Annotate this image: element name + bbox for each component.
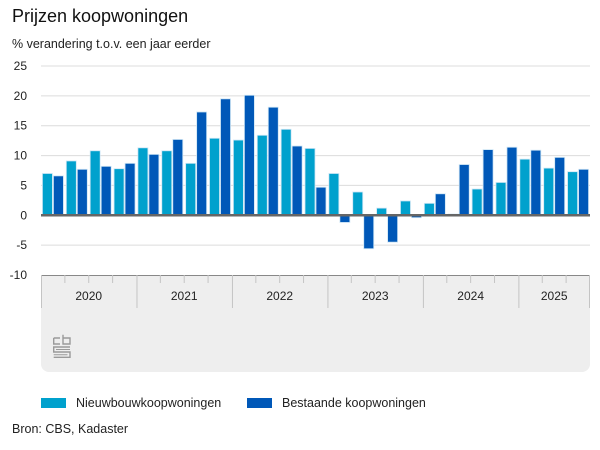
bar-bestaande xyxy=(291,145,303,216)
year-label: 2023 xyxy=(362,289,389,303)
y-tick-label: 5 xyxy=(20,178,27,192)
y-tick-label: 0 xyxy=(20,208,27,222)
bar-nieuwbouw xyxy=(232,139,244,216)
bar-bestaande xyxy=(220,98,231,216)
bar-bestaande xyxy=(315,186,327,216)
legend-item-nieuwbouw: Nieuwbouwkoopwoningen xyxy=(41,396,221,410)
chart-subtitle: % verandering t.o.v. een jaar eerder xyxy=(12,37,211,51)
y-tick-label: 25 xyxy=(14,59,28,73)
year-label: 2021 xyxy=(171,289,198,303)
x-axis-panel xyxy=(41,275,590,372)
bar-nieuwbouw xyxy=(304,148,316,216)
bar-nieuwbouw xyxy=(519,158,531,216)
bar-bestaande xyxy=(554,156,566,216)
bar-nieuwbouw xyxy=(185,162,197,216)
bar-nieuwbouw xyxy=(495,182,507,216)
bar-nieuwbouw xyxy=(42,173,53,216)
bar-bestaande xyxy=(578,168,589,216)
bar-bestaande xyxy=(148,153,160,216)
year-label: 2024 xyxy=(457,289,484,303)
y-tick-label: 10 xyxy=(14,149,28,163)
year-label: 2022 xyxy=(266,289,293,303)
legend-item-bestaande: Bestaande koopwoningen xyxy=(247,396,426,410)
bar-bestaande xyxy=(363,214,375,250)
bar-nieuwbouw xyxy=(89,150,101,216)
y-tick-label: 20 xyxy=(14,89,28,103)
bar-nieuwbouw xyxy=(400,200,411,216)
cbs-logo-icon xyxy=(53,334,71,358)
bar-bestaande xyxy=(172,139,184,216)
bar-nieuwbouw xyxy=(256,134,268,216)
year-label: 2020 xyxy=(75,289,102,303)
bars xyxy=(42,94,589,250)
bar-bestaande xyxy=(482,149,494,216)
bar-nieuwbouw xyxy=(161,150,173,216)
bar-bestaande xyxy=(530,149,542,216)
bar-nieuwbouw xyxy=(567,171,578,216)
bar-bestaande xyxy=(196,111,208,216)
bar-bestaande xyxy=(100,165,112,216)
legend-swatch-bestaande xyxy=(247,398,272,408)
bar-nieuwbouw xyxy=(280,128,292,216)
bar-chart: 25 20 15 10 5 0 -5 -10 2020 2021 2022 2023 2024 2025 xyxy=(10,59,590,372)
bar-nieuwbouw xyxy=(113,168,125,216)
bar-nieuwbouw xyxy=(137,147,149,216)
bar-bestaande xyxy=(387,214,399,243)
bar-nieuwbouw xyxy=(471,188,483,216)
bar-bestaande xyxy=(434,193,446,216)
legend-swatch-nieuwbouw xyxy=(41,398,66,408)
bar-nieuwbouw xyxy=(65,160,77,216)
gridlines xyxy=(41,65,590,246)
source-note: Bron: CBS, Kadaster xyxy=(12,422,129,436)
bar-bestaande xyxy=(53,175,64,216)
x-axis-panel-top xyxy=(41,275,590,285)
bar-bestaande xyxy=(243,94,255,216)
bar-bestaande xyxy=(76,168,88,216)
year-label: 2025 xyxy=(541,289,568,303)
y-tick-label: 15 xyxy=(14,119,28,133)
legend-label-bestaande: Bestaande koopwoningen xyxy=(282,396,426,410)
bar-nieuwbouw xyxy=(328,173,340,216)
y-tick-label: -10 xyxy=(10,268,28,282)
bar-bestaande xyxy=(506,146,518,216)
y-tick-label: -5 xyxy=(16,238,27,252)
chart-title: Prijzen koopwoningen xyxy=(12,6,189,26)
y-axis-labels: 25 20 15 10 5 0 -5 -10 xyxy=(10,59,28,282)
x-axis: 2020 2021 2022 2023 2024 2025 xyxy=(41,275,590,308)
bar-nieuwbouw xyxy=(209,137,220,216)
bar-bestaande xyxy=(124,162,136,216)
legend-label-nieuwbouw: Nieuwbouwkoopwoningen xyxy=(76,396,222,410)
bar-bestaande xyxy=(458,164,470,216)
bar-nieuwbouw xyxy=(423,202,435,216)
bar-nieuwbouw xyxy=(352,191,364,216)
bar-nieuwbouw xyxy=(543,167,555,216)
bar-bestaande xyxy=(267,106,279,216)
